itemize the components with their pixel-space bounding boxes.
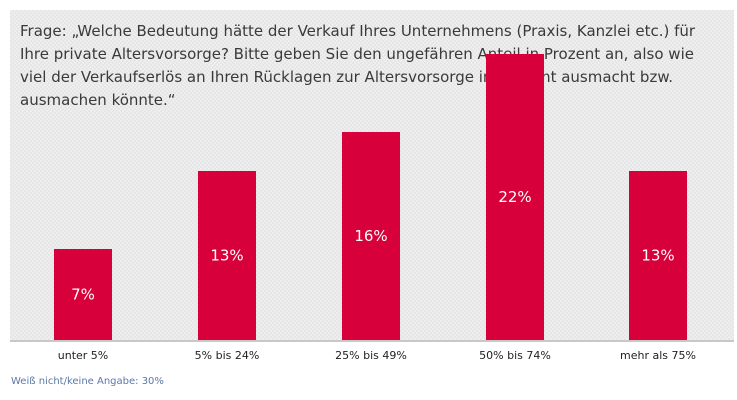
- footnote: Weiß nicht/keine Angabe: 30%: [11, 376, 164, 387]
- bar: [486, 54, 544, 340]
- bar-value-label: 22%: [498, 188, 531, 206]
- bar-value-label: 16%: [354, 227, 387, 245]
- category-label: unter 5%: [58, 349, 109, 362]
- category-label: 25% bis 49%: [335, 349, 407, 362]
- bar-value-label: 13%: [641, 247, 674, 265]
- category-label: mehr als 75%: [620, 349, 696, 362]
- bar: [198, 171, 256, 340]
- bar: [342, 132, 400, 340]
- category-label: 50% bis 74%: [479, 349, 551, 362]
- bar: [629, 171, 687, 340]
- bar-value-label: 7%: [71, 286, 95, 304]
- bar-value-label: 13%: [210, 247, 243, 265]
- category-label: 5% bis 24%: [195, 349, 260, 362]
- bar: [54, 249, 112, 340]
